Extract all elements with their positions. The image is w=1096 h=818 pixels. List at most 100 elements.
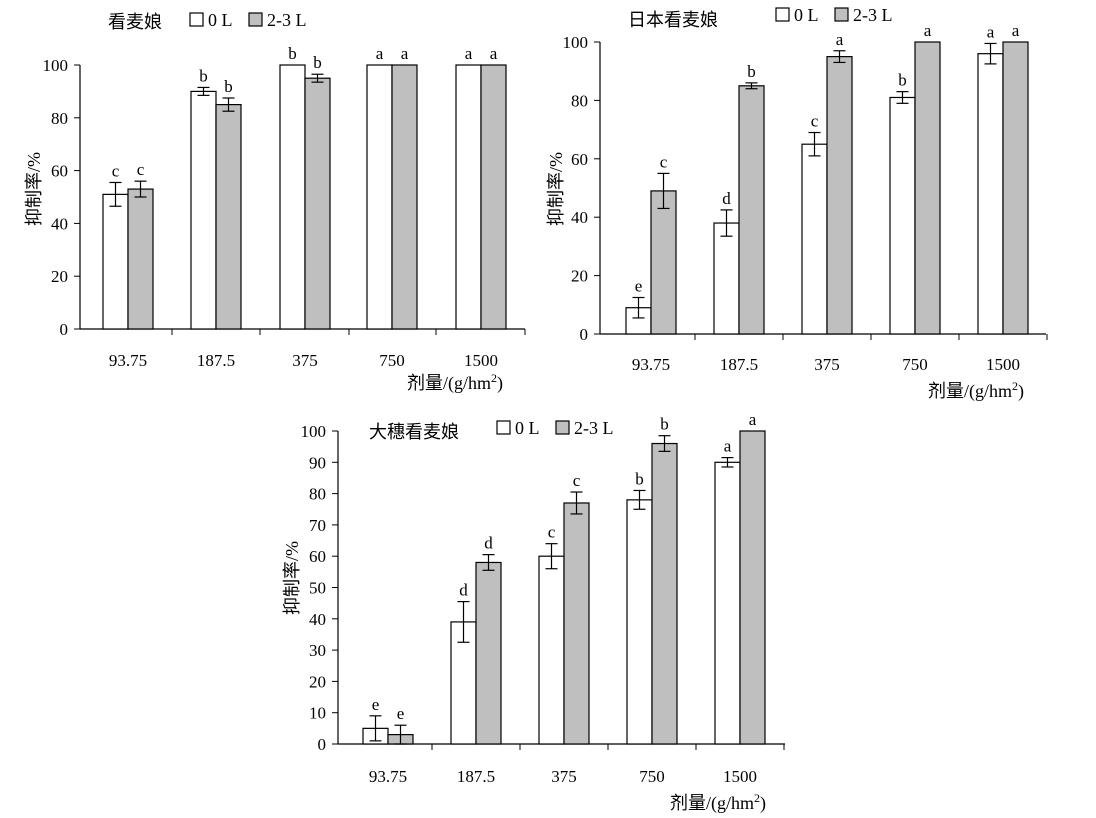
x-tick-label: 93.75 — [109, 351, 147, 370]
y-tick-label: 60 — [51, 162, 68, 181]
bar — [1002, 41, 1029, 335]
significance-letter: a — [724, 437, 732, 456]
y-tick-label: 40 — [51, 214, 68, 233]
y-tick-label: 40 — [571, 208, 588, 227]
y-axis-label: 抑制率/% — [546, 152, 566, 226]
y-tick-label: 0 — [318, 735, 327, 754]
significance-letter: e — [372, 695, 380, 714]
bar — [480, 64, 507, 330]
y-tick-label: 90 — [309, 453, 326, 472]
chart-3: 0 10 20 30 40 50 60 70 80 90 100 93.75 187.5 375 750 15… — [282, 410, 785, 814]
y-tick-label: 100 — [301, 422, 327, 441]
y-axis-label: 抑制率/% — [282, 541, 302, 615]
bar — [563, 502, 590, 745]
significance-letter: c — [811, 112, 819, 131]
bar — [651, 442, 678, 745]
y-tick-label: 50 — [309, 579, 326, 598]
bar — [190, 90, 217, 330]
bar — [304, 77, 331, 330]
chart-title: 日本看麦娘 — [628, 10, 718, 30]
bar — [714, 461, 741, 745]
significance-letter: a — [836, 30, 844, 49]
y-tick-label: 80 — [571, 91, 588, 110]
x-tick-label: 750 — [639, 767, 665, 786]
legend-entry: 0 L — [515, 418, 540, 438]
x-axis-label: 剂量/(g/hm2) — [928, 379, 1024, 402]
significance-letter: a — [1012, 21, 1020, 40]
significance-letter: a — [376, 44, 384, 63]
significance-letter: b — [224, 77, 233, 96]
y-tick-label: 0 — [580, 325, 589, 344]
x-tick-label: 1500 — [464, 351, 498, 370]
bar — [102, 193, 129, 330]
significance-letter: a — [490, 44, 498, 63]
bar — [977, 53, 1004, 335]
legend-entry: 0 L — [794, 5, 819, 25]
x-tick-label: 750 — [379, 351, 405, 370]
bar — [455, 64, 482, 330]
bar — [626, 499, 653, 745]
significance-letter: b — [288, 44, 297, 63]
significance-letter: a — [924, 21, 932, 40]
bar — [826, 55, 853, 335]
bar — [738, 85, 765, 335]
significance-letter: b — [313, 53, 322, 72]
y-tick-label: 10 — [309, 704, 326, 723]
significance-letter: e — [397, 704, 405, 723]
legend-entry: 2-3 L — [574, 418, 614, 438]
significance-letter: c — [112, 161, 120, 180]
legend-entry: 2-3 L — [853, 5, 893, 25]
y-tick-label: 60 — [309, 547, 326, 566]
significance-letter: b — [898, 71, 907, 90]
significance-letter: c — [660, 152, 668, 171]
y-tick-label: 100 — [43, 56, 69, 75]
significance-letter: c — [573, 471, 581, 490]
legend-swatch — [189, 12, 204, 27]
x-tick-label: 93.75 — [632, 355, 670, 374]
bar — [366, 64, 393, 330]
x-tick-label: 93.75 — [369, 767, 407, 786]
bar — [801, 143, 828, 335]
y-tick-label: 60 — [571, 150, 588, 169]
x-tick-label: 187.5 — [457, 767, 495, 786]
legend-swatch — [834, 7, 849, 22]
y-tick-label: 100 — [563, 33, 589, 52]
y-tick-label: 0 — [60, 320, 69, 339]
legend-entry: 0 L — [208, 10, 233, 30]
significance-letter: a — [401, 44, 409, 63]
significance-letter: d — [722, 189, 731, 208]
x-tick-label: 187.5 — [197, 351, 235, 370]
bar — [279, 64, 306, 330]
legend-swatch — [496, 420, 511, 435]
x-tick-label: 1500 — [986, 355, 1020, 374]
significance-letter: a — [749, 410, 757, 429]
chart-2: 0 20 40 60 80 100 93.75 187.5 375 750 1500 e d c b a c b a… — [546, 5, 1048, 402]
x-tick-label: 375 — [814, 355, 840, 374]
x-tick-label: 375 — [551, 767, 577, 786]
y-tick-label: 80 — [309, 485, 326, 504]
legend-swatch — [248, 12, 263, 27]
significance-letter: b — [747, 62, 756, 81]
bar — [889, 96, 916, 335]
significance-letter: a — [465, 44, 473, 63]
x-axis-label: 剂量/(g/hm2) — [670, 791, 766, 814]
chart-title: 大穗看麦娘 — [369, 422, 459, 442]
y-tick-label: 30 — [309, 641, 326, 660]
x-tick-label: 187.5 — [720, 355, 758, 374]
chart-title: 看麦娘 — [108, 12, 162, 32]
bar — [739, 430, 766, 745]
bar — [215, 103, 242, 330]
legend-swatch — [555, 420, 570, 435]
significance-letter: c — [137, 160, 145, 179]
x-tick-label: 750 — [902, 355, 928, 374]
significance-letter: a — [987, 22, 995, 41]
significance-letter: b — [635, 469, 644, 488]
y-tick-label: 20 — [309, 672, 326, 691]
significance-letter: b — [660, 415, 669, 434]
legend-swatch — [775, 7, 790, 22]
significance-letter: c — [548, 523, 556, 542]
significance-letter: b — [199, 66, 208, 85]
significance-letter: d — [484, 534, 493, 553]
bar — [391, 64, 418, 330]
